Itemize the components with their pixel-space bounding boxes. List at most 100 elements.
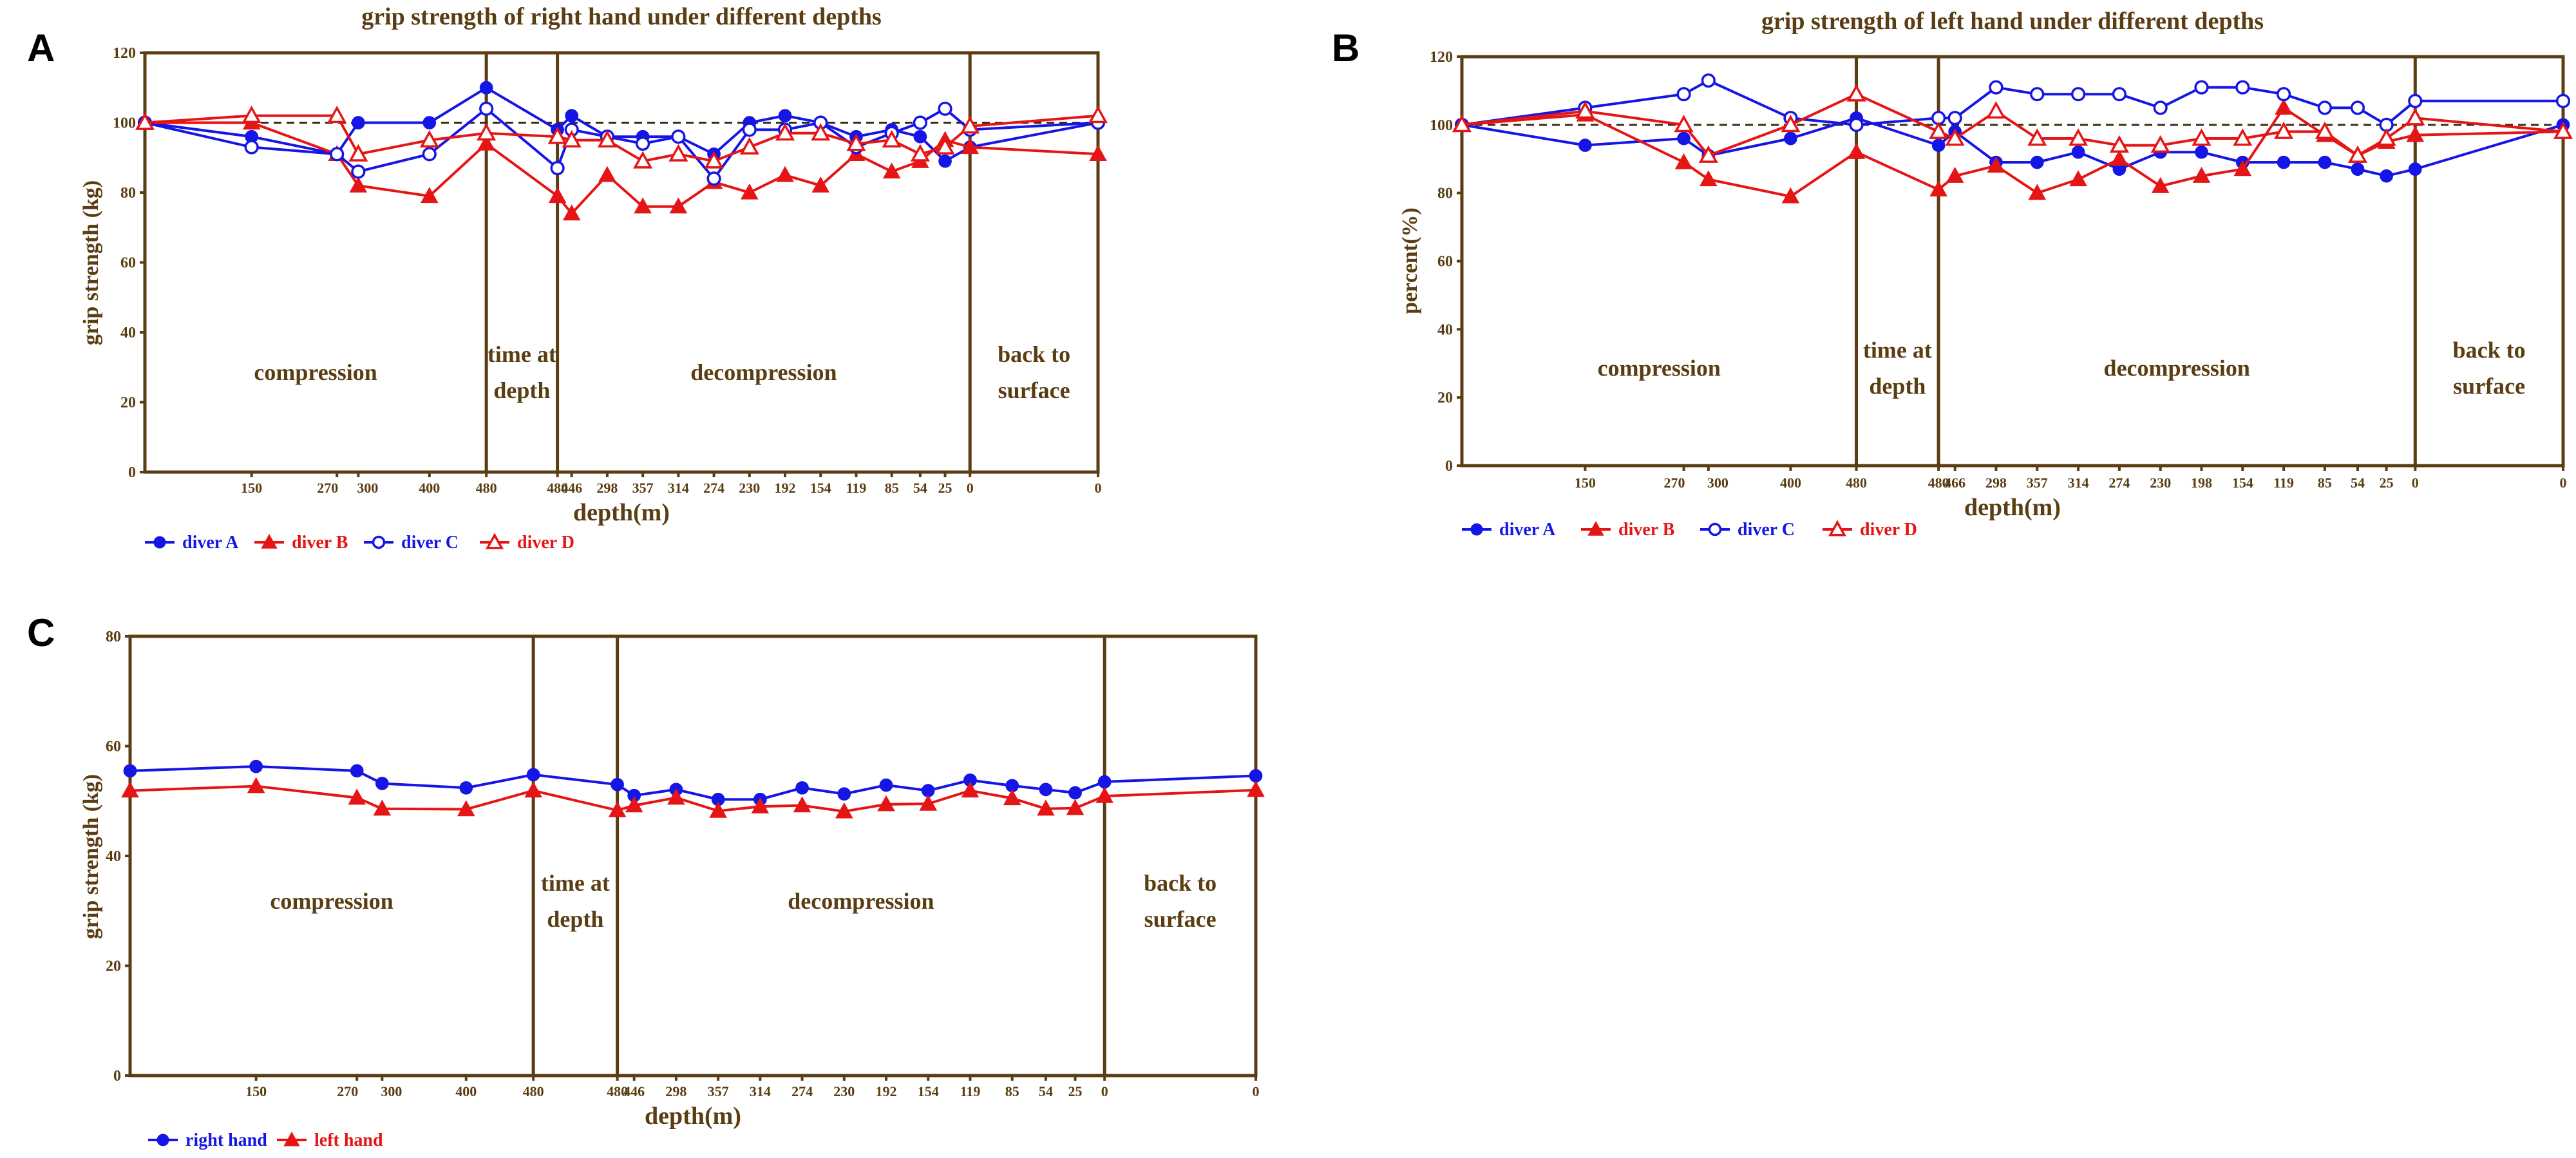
data-point	[524, 781, 542, 798]
data-point	[479, 101, 494, 116]
data-point	[348, 788, 366, 805]
x-tick-label: 314	[750, 1083, 771, 1099]
phase-label: surface	[998, 377, 1070, 403]
x-tick-label: 150	[245, 1083, 267, 1099]
y-tick-label: 60	[120, 255, 136, 272]
data-point	[778, 109, 792, 122]
data-point	[882, 129, 902, 148]
x-tick-label: 154	[918, 1083, 939, 1099]
x-tick-label: 300	[381, 1083, 402, 1099]
data-point	[2151, 176, 2170, 193]
data-point	[704, 151, 724, 169]
data-point	[1470, 523, 1483, 536]
data-point	[1003, 789, 1021, 806]
data-point	[479, 81, 493, 95]
data-point	[1929, 180, 1947, 197]
data-point	[1700, 170, 1718, 187]
phase-label: back to	[998, 341, 1070, 367]
data-point	[913, 129, 927, 144]
panel-label: C	[27, 611, 55, 654]
x-tick-label: 230	[833, 1083, 855, 1099]
data-point	[261, 533, 278, 549]
data-point	[835, 802, 853, 819]
y-tick-label: 80	[1437, 185, 1453, 202]
y-tick-label: 120	[113, 45, 136, 62]
data-point	[1066, 799, 1084, 815]
x-tick-label: 298	[596, 480, 618, 496]
x-tick-label: 300	[1707, 475, 1728, 491]
x-axis-label: depth(m)	[645, 1103, 741, 1130]
x-tick-label: 357	[632, 480, 654, 496]
data-point	[1989, 80, 2003, 95]
phase-label: back to	[1144, 870, 1217, 896]
x-tick-label: 270	[317, 480, 338, 496]
x-tick-label: 0	[1095, 480, 1102, 496]
data-point	[1677, 131, 1690, 146]
x-tick-label: 54	[2351, 475, 2365, 491]
y-axis-label: grip strength (kg)	[79, 180, 103, 345]
data-point	[2069, 128, 2088, 146]
data-point	[846, 133, 866, 151]
data-point	[2109, 135, 2129, 153]
data-point	[2030, 87, 2045, 102]
x-tick-label: 192	[775, 480, 796, 496]
x-tick-label: 400	[1780, 475, 1801, 491]
legend-label: right hand	[185, 1130, 267, 1150]
data-point	[2275, 99, 2293, 115]
x-tick-label: 85	[2318, 475, 2332, 491]
data-point	[2195, 145, 2208, 159]
data-point	[422, 147, 437, 162]
data-point	[156, 1134, 169, 1146]
x-tick-label: 119	[960, 1083, 981, 1099]
data-point	[739, 137, 759, 155]
x-tick-label: 314	[668, 480, 689, 496]
legend-label: left hand	[314, 1130, 383, 1150]
data-point	[548, 187, 567, 204]
data-point	[349, 176, 368, 193]
phase-label: depth	[1869, 373, 1926, 399]
data-point	[1946, 167, 1964, 183]
x-tick-label: 300	[357, 480, 378, 496]
data-point	[2192, 167, 2211, 183]
phase-label: decompression	[788, 888, 934, 914]
data-point	[793, 796, 811, 813]
data-point	[419, 129, 439, 148]
data-point	[2153, 100, 2168, 115]
data-point	[913, 115, 927, 130]
x-tick-label: 480	[476, 480, 497, 496]
data-point	[1452, 115, 1472, 133]
data-point	[2030, 155, 2044, 169]
data-point	[457, 800, 475, 817]
data-point	[1784, 131, 1797, 146]
phase-label: back to	[2453, 337, 2526, 363]
y-tick-label: 100	[1430, 117, 1453, 134]
x-tick-label: 274	[703, 480, 724, 496]
x-axis-label: depth(m)	[1964, 494, 2061, 521]
data-point	[2069, 170, 2087, 187]
data-point	[1987, 157, 2005, 173]
series-line	[1461, 117, 2564, 178]
data-point	[327, 105, 347, 124]
x-tick-label: 298	[1985, 475, 2007, 491]
y-tick-label: 80	[120, 185, 136, 202]
panel-label: B	[1332, 26, 1359, 70]
y-tick-label: 40	[106, 848, 121, 865]
legend-label: diver C	[401, 533, 459, 553]
data-point	[1708, 522, 1722, 536]
data-point	[2194, 80, 2209, 95]
legend-label: diver D	[1860, 520, 1917, 540]
phase-label: depth	[493, 377, 550, 403]
y-tick-label: 0	[128, 464, 136, 481]
data-point	[1701, 73, 1716, 88]
x-tick-label: 25	[1068, 1083, 1083, 1099]
x-tick-label: 298	[665, 1083, 687, 1099]
data-point	[879, 778, 893, 792]
x-tick-label: 25	[2380, 475, 2394, 491]
legend-label: diver A	[1499, 520, 1556, 540]
data-point	[882, 162, 901, 179]
x-axis-label: depth(m)	[573, 499, 670, 526]
data-point	[373, 799, 392, 816]
data-point	[2112, 87, 2126, 102]
data-point	[242, 105, 261, 124]
data-point	[1068, 786, 1082, 800]
